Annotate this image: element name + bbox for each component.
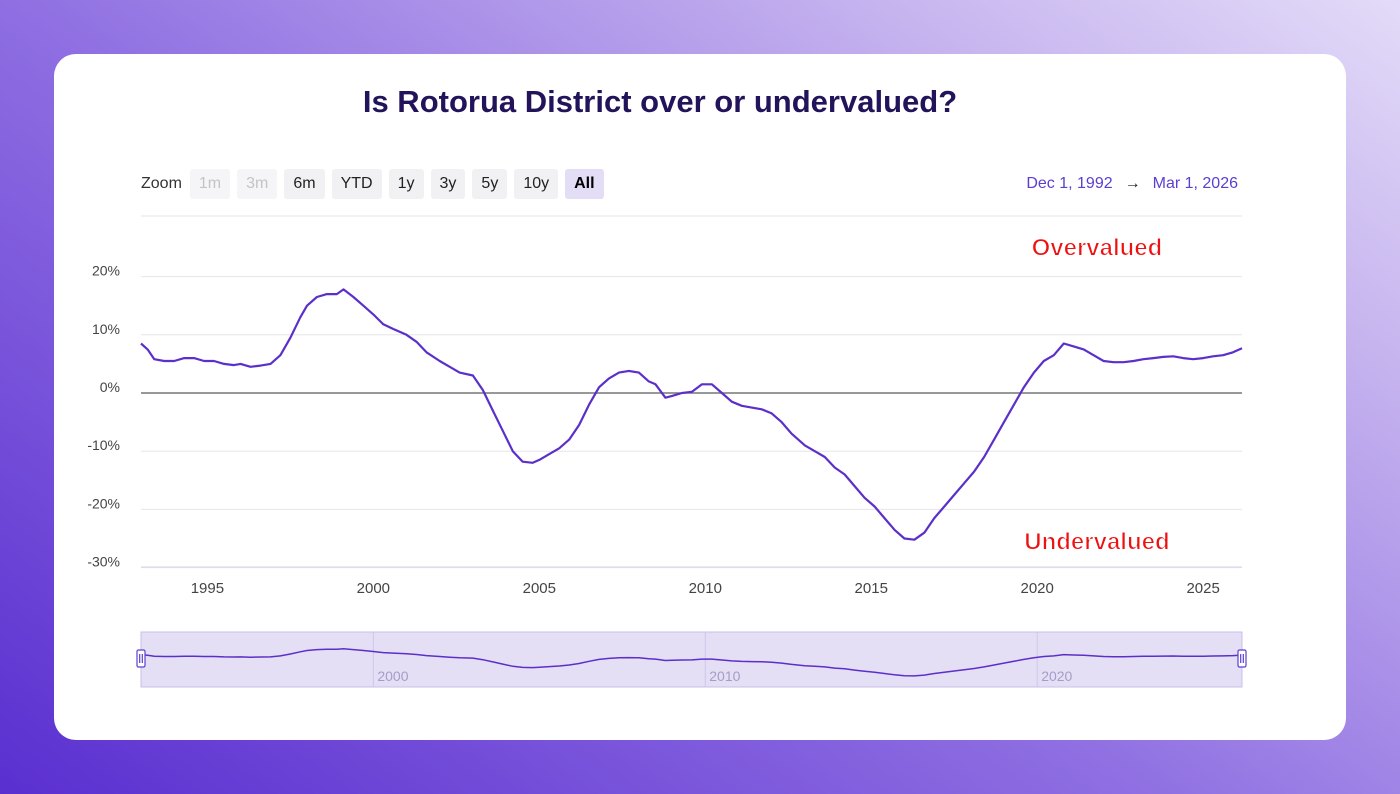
range-start-date[interactable]: Dec 1, 1992: [1026, 175, 1113, 192]
zoom-button-5y[interactable]: 5y: [472, 169, 508, 199]
y-tick-label: 20%: [92, 263, 120, 279]
y-tick-label: -10%: [87, 437, 120, 453]
zoom-button-6m[interactable]: 6m: [284, 169, 325, 199]
x-axis: 1995 2000 2005 2010 2015 2020 2025: [141, 566, 1242, 597]
zoom-button-ytd[interactable]: YTD: [331, 169, 382, 199]
zoom-button-all[interactable]: All: [565, 169, 604, 199]
x-tick-label: 2020: [1021, 580, 1054, 597]
x-tick-label: 2010: [689, 580, 722, 597]
date-range: Dec 1, 1992 → Mar 1, 2026: [1026, 175, 1238, 193]
x-tick-label: 1995: [191, 580, 224, 597]
zoom-label: Zoom: [141, 175, 182, 192]
zoom-button-10y[interactable]: 10y: [514, 169, 559, 199]
navigator-series-line: [140, 648, 1243, 677]
grid-lines: [141, 215, 1242, 569]
y-tick-label: -20%: [87, 495, 120, 511]
x-tick-label: 2015: [855, 580, 888, 597]
navigator-handle-left[interactable]: [136, 649, 146, 668]
y-axis: 20% 10% 0% -10% -20% -30%: [87, 263, 120, 570]
chart-card: [54, 54, 1346, 740]
navigator-tick-label: 2020: [1041, 668, 1072, 684]
navigator-tick-label: 2010: [709, 668, 740, 684]
y-tick-label: 0%: [100, 379, 120, 395]
y-tick-label: -30%: [87, 554, 120, 570]
range-end-date[interactable]: Mar 1, 2026: [1152, 175, 1238, 192]
series-line: [140, 288, 1243, 541]
zoom-bar: Zoom 1m 3m 6m YTD 1y 3y 5y 10y All: [141, 169, 611, 199]
navigator[interactable]: 2000 2010 2020: [136, 631, 1247, 688]
navigator-handle-right[interactable]: [1237, 649, 1247, 668]
zoom-button-1y[interactable]: 1y: [388, 169, 424, 199]
range-arrow-icon: →: [1124, 175, 1141, 192]
x-tick-label: 2025: [1186, 580, 1219, 597]
x-tick-label: 2000: [357, 580, 390, 597]
chart-title: Is Rotorua District over or undervalued?: [362, 84, 958, 119]
zoom-button-3m[interactable]: 3m: [237, 169, 278, 199]
navigator-tick-label: 2000: [377, 668, 408, 684]
x-tick-label: 2005: [523, 580, 556, 597]
zoom-button-3y[interactable]: 3y: [430, 169, 466, 199]
zoom-button-1m[interactable]: 1m: [189, 169, 231, 199]
annotation-overvalued: Overvalued: [1032, 235, 1163, 262]
y-tick-label: 10%: [92, 321, 120, 337]
annotation-undervalued: Undervalued: [1024, 528, 1169, 555]
